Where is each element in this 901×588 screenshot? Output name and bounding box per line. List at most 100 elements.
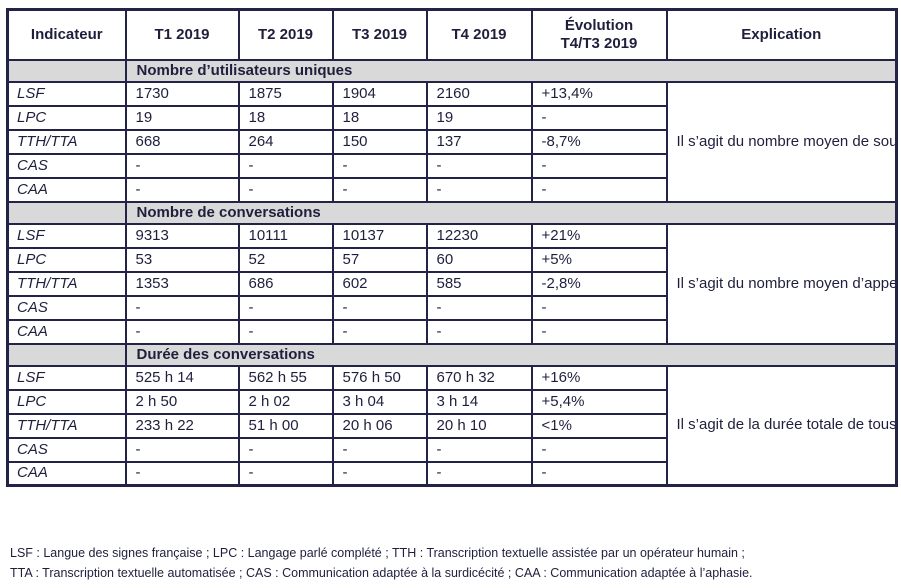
value-cell: -: [124, 460, 240, 487]
row-label: LPC: [6, 388, 127, 415]
section-blank-cell: [6, 200, 127, 225]
value-cell: 52: [237, 246, 334, 273]
value-cell: 1875: [237, 80, 334, 107]
value-cell: 19: [425, 104, 533, 131]
section-title: Durée des conversations: [124, 342, 898, 367]
value-cell: -: [331, 294, 428, 321]
value-cell: 18: [331, 104, 428, 131]
value-cell: 562 h 55: [237, 364, 334, 391]
value-cell: 585: [425, 270, 533, 297]
value-cell: -: [237, 436, 334, 463]
evolution-cell: +13,4%: [530, 80, 668, 107]
value-cell: -: [425, 318, 533, 345]
col-header-t3-2019: T3 2019: [331, 8, 428, 61]
table-header: Indicateur T1 2019 T2 2019 T3 2019 T4 20…: [6, 8, 898, 61]
table-row: LSF 525 h 14 562 h 55 576 h 50 670 h 32 +16% I…: [6, 364, 898, 487]
row-label: CAS: [6, 294, 127, 321]
value-cell: 264: [237, 128, 334, 155]
table-row: TTH/TTA 668 264 150 137 -8,7%: [6, 128, 897, 155]
table-row: CAS - - - - -: [6, 436, 897, 463]
value-cell: -: [331, 460, 428, 487]
evolution-cell: -: [530, 294, 668, 321]
col-header-indicateur: Indicateur: [6, 8, 127, 61]
row-label: CAS: [6, 436, 127, 463]
table-row: LSF 1730 1875 1904 2160 +13,4% Il s’agit du no…: [6, 80, 898, 203]
evolution-cell: +16%: [530, 364, 668, 391]
col-header-t4-2019: T4 2019: [425, 8, 533, 61]
table-row: CAA - - - - -: [6, 176, 897, 203]
section-header-row: Durée des conversations: [6, 342, 898, 367]
value-cell: 525 h 14: [124, 364, 240, 391]
table-row: LSF 9313 10111 10137 12230 +21% Il s’agit du n…: [6, 222, 898, 345]
col-header-evolution-line1: Évolution: [564, 16, 634, 34]
evolution-cell: -: [530, 176, 668, 203]
evolution-cell: -8,7%: [530, 128, 668, 155]
section-header-row: Nombre de conversations: [6, 200, 898, 225]
value-cell: -: [124, 294, 240, 321]
value-cell: 19: [124, 104, 240, 131]
value-cell: 686: [237, 270, 334, 297]
value-cell: 1904: [331, 80, 428, 107]
value-cell: -: [237, 152, 334, 179]
value-cell: -: [237, 318, 334, 345]
evolution-cell: -: [530, 436, 668, 463]
evolution-cell: +5,4%: [530, 388, 668, 415]
evolution-cell: -2,8%: [530, 270, 668, 297]
section-blank-cell: [6, 342, 127, 367]
value-cell: 20 h 06: [331, 412, 428, 439]
footnote-line-2: TTA : Transcription textuelle automatisé…: [10, 565, 753, 580]
table-row: LPC 53 52 57 60 +5%: [6, 246, 897, 273]
row-label: TTH/TTA: [6, 412, 127, 439]
value-cell: 18: [237, 104, 334, 131]
value-cell: 10137: [331, 222, 428, 249]
value-cell: -: [331, 436, 428, 463]
row-label: LSF: [6, 80, 127, 107]
value-cell: 12230: [425, 222, 533, 249]
table-row: LPC 19 18 18 19-: [6, 104, 897, 131]
explication-cell: Il s’agit de la durée totale de tous les…: [665, 364, 898, 487]
evolution-cell: -: [530, 152, 668, 179]
value-cell: -: [425, 436, 533, 463]
value-cell: 2 h 02: [237, 388, 334, 415]
evolution-cell: -: [530, 318, 668, 345]
footnote: LSF : Langue des signes française ; LPC …: [10, 544, 890, 583]
row-label: LSF: [6, 364, 127, 391]
value-cell: 9313: [124, 222, 240, 249]
table-body: Nombre d’utilisateurs uniques LSF 1730 1875…: [6, 58, 898, 487]
value-cell: 20 h 10: [425, 412, 533, 439]
value-cell: -: [124, 152, 240, 179]
section-header-row: Nombre d’utilisateurs uniques: [6, 58, 898, 83]
value-cell: 668: [124, 128, 240, 155]
value-cell: -: [237, 294, 334, 321]
table-row: CAA - - - - -: [6, 460, 897, 487]
evolution-cell: -: [530, 104, 668, 131]
value-cell: 576 h 50: [331, 364, 428, 391]
row-label: TTH/TTA: [6, 270, 127, 297]
table-row: LPC 2 h 50 2 h 02 3 h 04 3 h 14 +5,4%: [6, 388, 897, 415]
explication-cell: Il s’agit du nombre moyen d’appels émis …: [665, 222, 898, 345]
value-cell: 3 h 14: [425, 388, 533, 415]
value-cell: 670 h 32: [425, 364, 533, 391]
row-label: LPC: [6, 246, 127, 273]
value-cell: -: [237, 460, 334, 487]
footnote-line-1: LSF : Langue des signes française ; LPC …: [10, 546, 745, 560]
value-cell: -: [425, 176, 533, 203]
value-cell: -: [331, 176, 428, 203]
section-title: Nombre d’utilisateurs uniques: [124, 58, 898, 83]
value-cell: 1730: [124, 80, 240, 107]
value-cell: 2160: [425, 80, 533, 107]
value-cell: 10111: [237, 222, 334, 249]
row-label: LPC: [6, 104, 127, 131]
value-cell: 53: [124, 246, 240, 273]
value-cell: 150: [331, 128, 428, 155]
section-blank-cell: [6, 58, 127, 83]
col-header-t2-2019: T2 2019: [237, 8, 334, 61]
value-cell: -: [124, 176, 240, 203]
row-label: LSF: [6, 222, 127, 249]
value-cell: -: [425, 460, 533, 487]
evolution-cell: +21%: [530, 222, 668, 249]
explication-cell: Il s’agit du nombre moyen de souscripteu…: [665, 80, 898, 203]
table-row: CAS - - - - -: [6, 294, 897, 321]
value-cell: 137: [425, 128, 533, 155]
value-cell: 602: [331, 270, 428, 297]
